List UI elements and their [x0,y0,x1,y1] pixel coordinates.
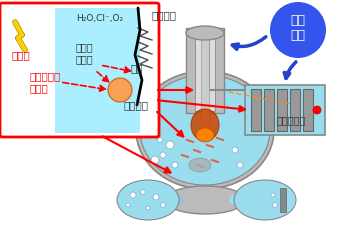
Bar [245,85,325,135]
Ellipse shape [186,26,224,40]
Text: 局部腐食: 局部腐食 [123,100,148,110]
Bar [186,28,224,112]
Circle shape [237,162,243,168]
Circle shape [157,137,163,142]
Circle shape [151,156,159,164]
Text: 海水
注入: 海水 注入 [290,14,306,42]
Bar [277,89,287,131]
Circle shape [160,202,166,207]
Bar [195,30,215,110]
Text: 加速: 加速 [131,63,143,73]
Circle shape [271,193,275,197]
Ellipse shape [136,71,274,189]
Circle shape [140,189,146,194]
Bar [251,89,261,131]
Circle shape [232,147,238,153]
Circle shape [146,206,150,210]
FancyBboxPatch shape [0,3,159,137]
Bar [290,89,300,131]
Ellipse shape [140,75,270,185]
Circle shape [270,2,326,58]
Circle shape [164,167,170,173]
Text: 腐食割れ: 腐食割れ [152,10,177,20]
Text: H₂O,Cl⁻,O₂: H₂O,Cl⁻,O₂ [76,14,123,23]
Ellipse shape [196,128,214,142]
Text: 過酸化水素
塩素酸: 過酸化水素 塩素酸 [30,71,61,93]
Bar [201,30,209,135]
Circle shape [166,141,174,149]
Circle shape [272,202,277,207]
Circle shape [130,192,136,198]
Circle shape [172,162,178,168]
Ellipse shape [117,180,179,220]
Bar [280,188,286,212]
Bar [55,8,140,133]
Bar [303,89,313,131]
Ellipse shape [234,180,296,220]
Bar [264,89,274,131]
Ellipse shape [191,109,219,141]
Text: ラジオ
リシス: ラジオ リシス [75,42,93,64]
Circle shape [313,106,321,114]
Text: 放射線: 放射線 [12,50,31,60]
Ellipse shape [189,158,211,172]
Text: 燃料プール: 燃料プール [276,115,306,125]
Circle shape [126,203,130,207]
Circle shape [108,78,132,102]
Ellipse shape [165,186,245,214]
Circle shape [160,152,166,158]
Circle shape [153,194,159,200]
